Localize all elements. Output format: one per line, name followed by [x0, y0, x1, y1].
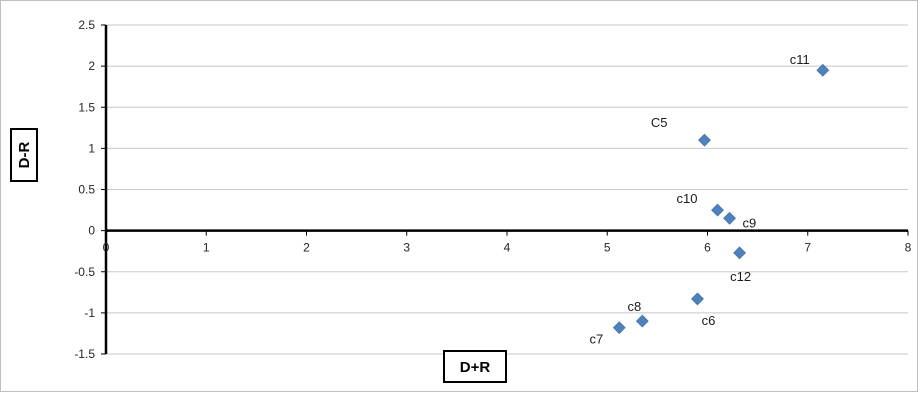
x-tick-label: 5 — [604, 241, 611, 255]
y-tick-label: 0 — [88, 224, 95, 238]
scatter-point-c11 — [816, 63, 830, 77]
x-tick-label: 8 — [905, 241, 912, 255]
scatter-point-c12 — [733, 246, 747, 260]
x-tick-label: 6 — [704, 241, 711, 255]
y-tick-label: 1.5 — [78, 100, 95, 114]
y-tick-label: 2 — [88, 59, 95, 73]
y-tick-label: -0.5 — [74, 265, 95, 279]
scatter-point-c5 — [698, 133, 711, 147]
point-label-c9: c9 — [743, 215, 757, 230]
y-axis-title-text: D-R — [16, 142, 33, 169]
scatter-point-c8 — [635, 314, 649, 328]
y-tick-label: 0.5 — [78, 183, 95, 197]
x-tick-label: 7 — [804, 241, 811, 255]
gridlines — [106, 24, 908, 355]
x-tick-label: 1 — [203, 241, 210, 255]
y-tick-label: 2.5 — [78, 18, 95, 32]
x-tick-label: 3 — [403, 241, 410, 255]
axes — [101, 24, 909, 355]
y-axis-title: D-R — [10, 128, 38, 182]
y-tick-label: -1 — [84, 306, 95, 320]
point-label-c6: c6 — [702, 313, 716, 328]
point-label-c11: c11 — [790, 52, 810, 67]
y-tick-label: -1.5 — [74, 347, 95, 361]
point-label-c8: c8 — [627, 299, 641, 314]
point-label-c7: c7 — [590, 332, 604, 347]
x-tick-label: 4 — [504, 241, 511, 255]
point-label-c10: c10 — [677, 191, 698, 206]
x-axis-title: D+R — [443, 350, 507, 383]
point-label-c5: C5 — [651, 115, 668, 130]
tick-labels: 2.5 2 1.5 1 0.5 0 -0.5 -1 -1.5 0 1 2 3 4 5 6 7 8 — [74, 18, 911, 361]
scatter-point-c7 — [612, 321, 626, 335]
point-label-c12: c12 — [730, 269, 751, 284]
data-points: c11 C5 c10 c9 c12 c6 c8 c7 — [590, 52, 830, 347]
scatter-point-c9 — [723, 211, 736, 225]
x-axis-title-text: D+R — [460, 359, 491, 376]
y-tick-label: 1 — [88, 141, 95, 155]
scatter-point-c6 — [691, 292, 704, 306]
x-tick-label: 2 — [303, 241, 310, 255]
scatter-point-c10 — [711, 203, 724, 217]
x-tick-label: 0 — [103, 241, 110, 255]
